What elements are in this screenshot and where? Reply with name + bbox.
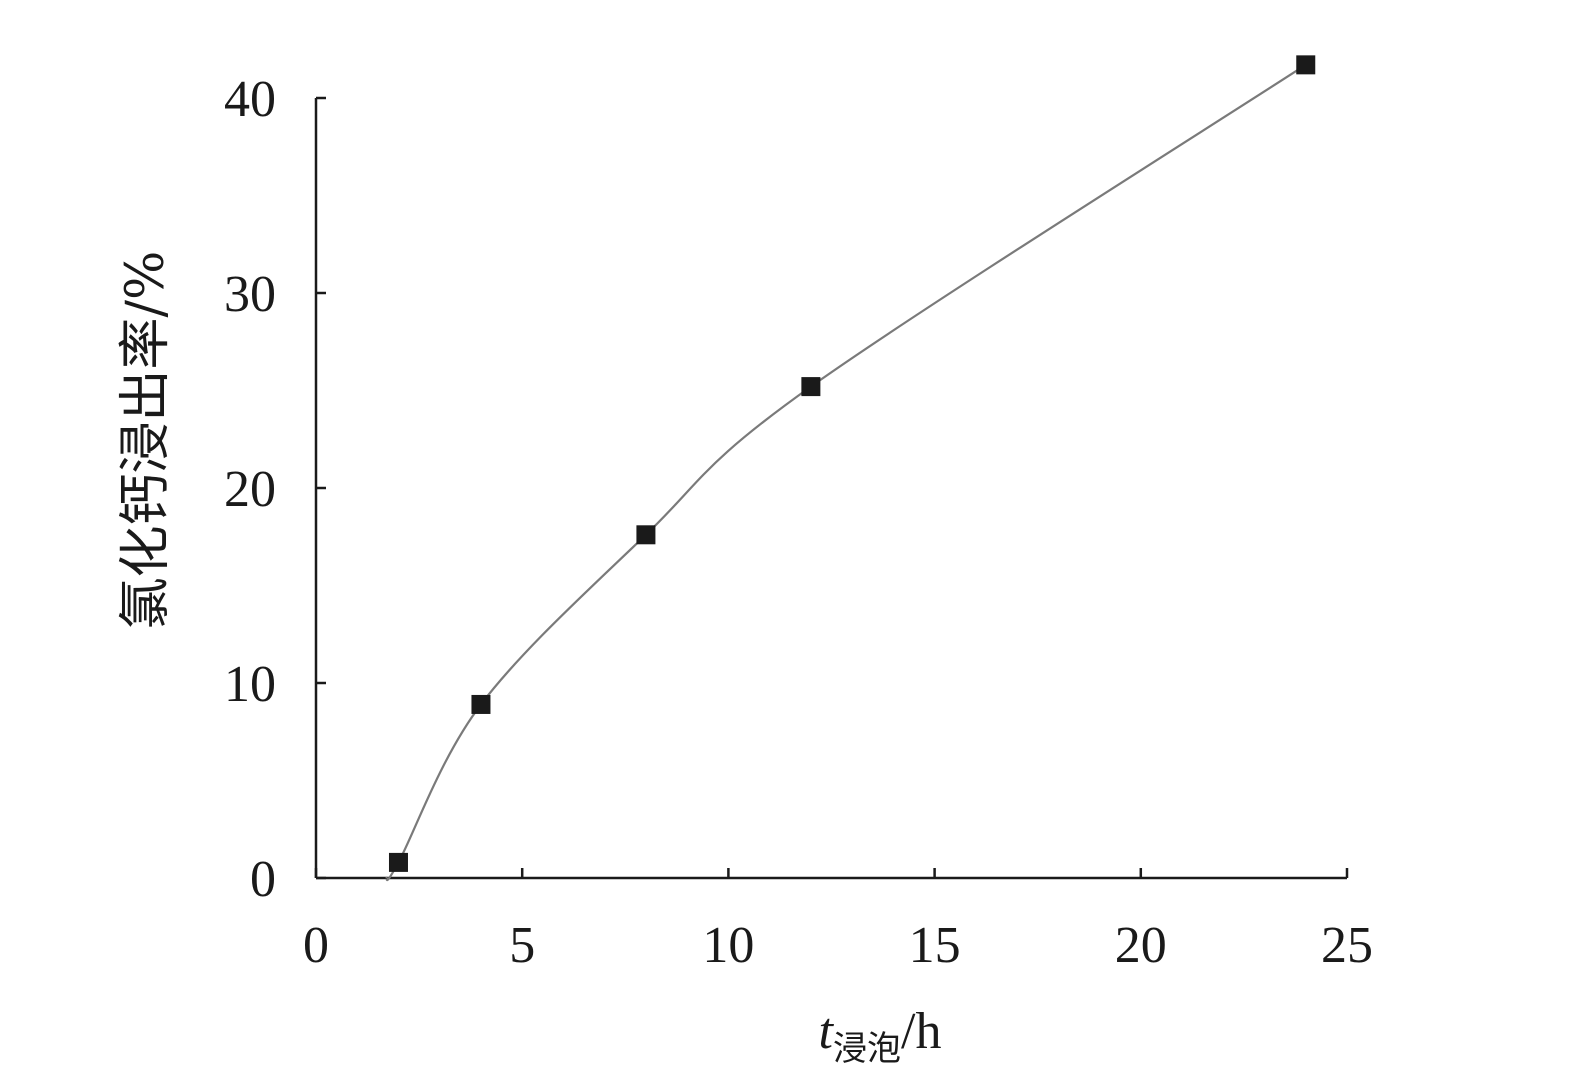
series-curve xyxy=(385,63,1307,882)
data-point xyxy=(1296,55,1316,75)
x-tick-label: 25 xyxy=(1321,917,1373,974)
plot-area: 0 5 10 15 20 25 0 10 20 30 40 xyxy=(224,55,1373,974)
axes xyxy=(314,98,1347,880)
x-tick-label: 20 xyxy=(1115,917,1167,974)
y-axis-label: 氯化钙浸出率/% xyxy=(116,251,176,630)
data-point xyxy=(636,525,656,545)
x-axis-label: t浸泡/h xyxy=(819,1003,942,1069)
x-axis-label-sub: 浸泡 xyxy=(833,1029,901,1069)
data-points xyxy=(388,55,1316,872)
data-point xyxy=(471,694,491,714)
y-tick-label: 30 xyxy=(224,266,276,323)
x-axis-label-unit: /h xyxy=(901,1003,941,1060)
y-ticks: 0 10 20 30 40 xyxy=(224,71,326,908)
x-axis-label-var: t xyxy=(819,1003,835,1060)
data-point xyxy=(388,852,408,872)
y-tick-label: 10 xyxy=(224,656,276,713)
y-tick-label: 40 xyxy=(224,71,276,128)
y-tick-label: 20 xyxy=(224,461,276,518)
x-ticks: 0 5 10 15 20 25 xyxy=(303,868,1373,974)
x-tick-label: 5 xyxy=(509,917,535,974)
y-tick-label: 0 xyxy=(250,851,276,908)
data-point xyxy=(801,377,821,397)
x-tick-label: 0 xyxy=(303,917,329,974)
x-tick-label: 15 xyxy=(909,917,961,974)
x-tick-label: 10 xyxy=(702,917,754,974)
